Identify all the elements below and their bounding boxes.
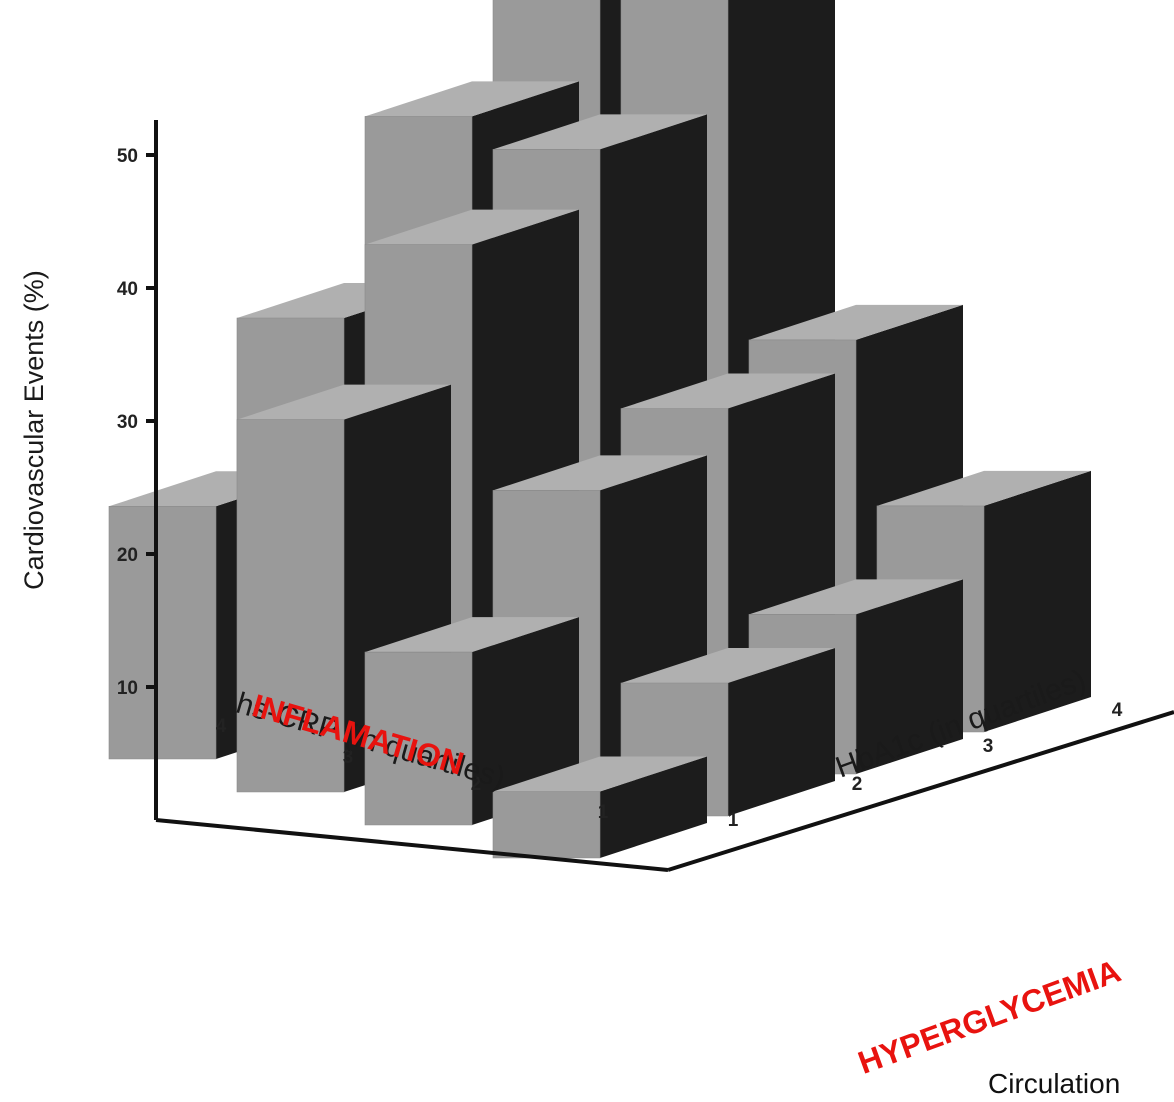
bar-side-face: [600, 756, 707, 858]
bar-side-face: [728, 648, 835, 816]
bar-top-face: [365, 617, 579, 653]
source-note: Circulation: [988, 1068, 1121, 1099]
bars-layer: [108, 0, 1091, 859]
bar-front-face: [364, 651, 473, 826]
crp-tick-label: 4: [216, 716, 227, 737]
bar-side-face: [984, 470, 1091, 732]
bar-top-face: [237, 384, 451, 420]
crp-tick-label: 1: [598, 802, 609, 823]
bar-top-face: [621, 648, 835, 683]
bar-crp1-hba1c1: [492, 756, 707, 859]
y-tick-label: 10: [117, 678, 138, 699]
crp-floor-axis: [155, 818, 669, 872]
bar-top-face: [493, 114, 707, 150]
bar-top-face: [493, 756, 707, 792]
bar-top-face: [493, 455, 707, 491]
hba1c-tick-label: 1: [728, 810, 739, 831]
crp-tick-label: 3: [343, 747, 354, 768]
y-tick-label: 50: [117, 146, 138, 167]
crp-tick-label: 2: [471, 774, 482, 795]
bar-top-face: [365, 209, 579, 245]
y-tick-label: 40: [117, 279, 138, 300]
y-axis-label: Cardiovascular Events (%): [19, 270, 49, 590]
bar-front-face: [236, 419, 345, 793]
bar-top-face: [877, 470, 1091, 506]
bar-side-face: [856, 579, 963, 774]
y-tick-label: 30: [117, 412, 138, 433]
y-tick-label: 20: [117, 545, 138, 566]
bar-top-face: [365, 81, 579, 117]
axes-layer: 10 20 30 40 50 1 2 3 4 1 2 3 4: [117, 120, 1174, 872]
hba1c-tick-label: 4: [1112, 700, 1123, 721]
bar-top-face: [749, 579, 963, 615]
bar-front-face: [492, 791, 601, 859]
y-axis-title: Cardiovascular Events (%): [19, 270, 49, 590]
hyperglycemia-annotation: HYPERGLYCEMIA: [853, 953, 1125, 1081]
bar-top-face: [749, 304, 963, 340]
hba1c-tick-label: 2: [852, 774, 863, 795]
hba1c-floor-axis: [667, 710, 1174, 872]
bar-top-face: [621, 373, 835, 409]
bar-front-face: [108, 505, 217, 760]
hba1c-tick-label: 3: [983, 736, 994, 757]
bar-crp1-hba1c2: [620, 648, 835, 817]
